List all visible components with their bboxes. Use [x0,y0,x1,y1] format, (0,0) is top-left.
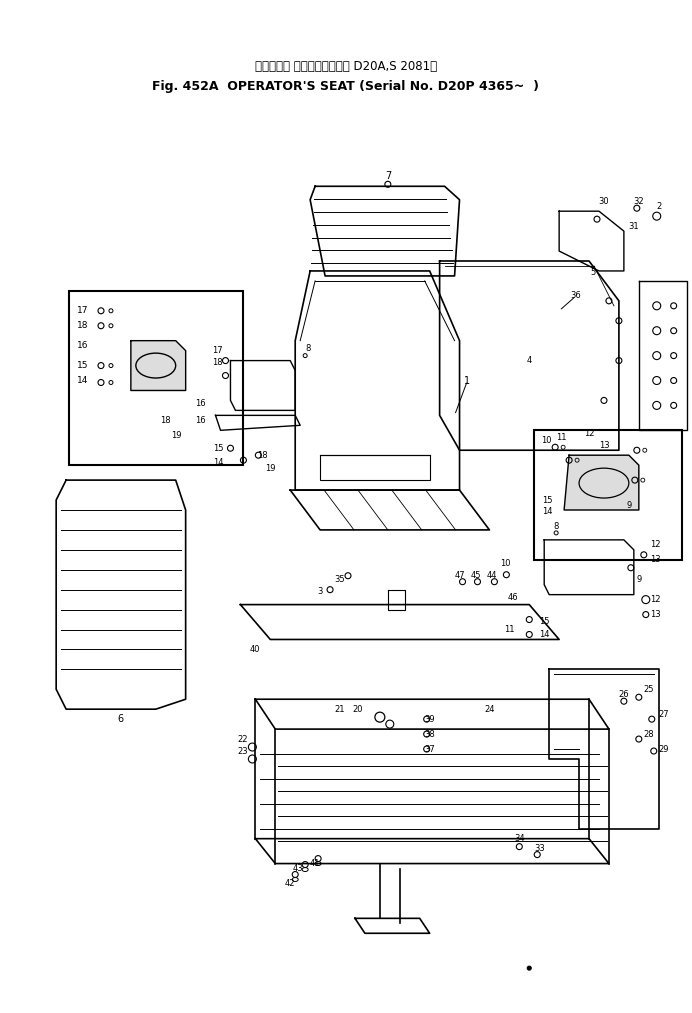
Text: 29: 29 [659,745,669,754]
Text: Fig. 452A  OPERATOR'S SEAT (Serial No. D20P 4365~  ): Fig. 452A OPERATOR'S SEAT (Serial No. D2… [152,80,540,93]
Text: 14: 14 [78,376,89,385]
Bar [320,455,430,480]
Text: 9: 9 [626,500,632,510]
Text: 10: 10 [541,436,552,445]
Text: 16: 16 [78,341,89,350]
Text: 24: 24 [484,705,495,714]
Text: 16: 16 [195,416,206,424]
Text: 18: 18 [212,358,223,367]
Text: 28: 28 [644,729,654,738]
Text: 5: 5 [590,268,596,278]
Text: 21: 21 [335,705,345,714]
Text: 1: 1 [464,376,471,386]
Text: 3: 3 [318,588,322,597]
Text: 16: 16 [195,399,206,408]
Text: 12: 12 [650,540,661,549]
Text: 13: 13 [650,555,661,564]
Text: 35: 35 [335,575,345,585]
Text: 15: 15 [542,495,552,504]
Text: 13: 13 [650,610,661,619]
Text: 14: 14 [542,508,552,517]
Text: 33: 33 [534,844,545,853]
Text: 39: 39 [424,714,435,723]
Text: 41: 41 [310,859,320,868]
Bar [534,431,682,560]
Text: 45: 45 [471,571,481,580]
Text: 44: 44 [486,571,497,580]
Text: 38: 38 [424,729,435,738]
Text: 34: 34 [514,834,525,843]
Text: 13: 13 [599,441,609,450]
Text: 8: 8 [305,344,311,354]
Text: 18: 18 [78,321,89,330]
Text: 11: 11 [556,433,566,442]
Text: 19: 19 [172,431,182,440]
Text: 18: 18 [257,451,268,460]
Text: 18: 18 [161,416,171,424]
Text: 6: 6 [118,714,124,724]
Text: 14: 14 [213,458,224,467]
Text: 4: 4 [527,357,532,365]
Text: 47: 47 [454,571,465,580]
Text: 30: 30 [599,197,609,206]
Text: 9: 9 [636,575,641,585]
Text: オペレータ シート（適用号機 D20A,S 2081～: オペレータ シート（適用号機 D20A,S 2081～ [255,60,437,73]
Text: 14: 14 [539,630,549,639]
Text: 36: 36 [571,292,581,300]
Circle shape [527,966,531,970]
Text: 40: 40 [250,645,261,654]
Text: 15: 15 [213,444,224,453]
Text: 43: 43 [293,864,304,873]
Text: 22: 22 [237,734,248,744]
Bar [69,291,244,465]
Text: 7: 7 [385,171,391,181]
Polygon shape [564,455,639,510]
Text: 15: 15 [78,361,89,370]
Text: 42: 42 [285,879,295,888]
Text: 32: 32 [633,197,644,206]
Text: 17: 17 [212,346,223,356]
Text: 11: 11 [504,625,515,634]
Text: 46: 46 [508,594,518,602]
Text: 31: 31 [628,222,639,231]
Polygon shape [131,340,185,390]
Text: 37: 37 [424,745,435,754]
Text: 8: 8 [554,523,559,532]
Text: 19: 19 [265,464,275,473]
Text: 25: 25 [644,685,654,694]
Text: 17: 17 [78,306,89,315]
Text: 12: 12 [584,428,594,438]
Text: 10: 10 [500,559,511,568]
Text: 26: 26 [619,690,629,699]
Text: 15: 15 [539,617,549,626]
Text: 2: 2 [656,202,662,211]
Text: 27: 27 [658,710,669,718]
Text: 12: 12 [650,595,661,604]
Text: 20: 20 [353,705,363,714]
Text: 23: 23 [237,747,248,756]
